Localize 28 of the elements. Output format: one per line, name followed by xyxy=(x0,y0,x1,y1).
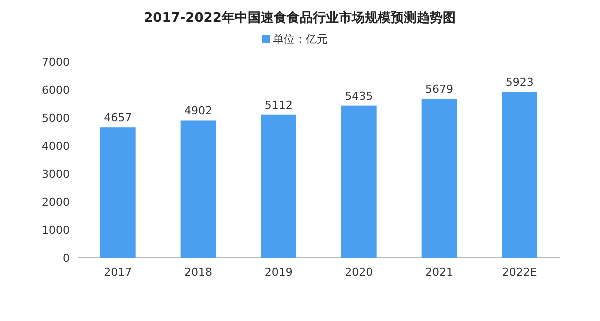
y-tick-label: 6000 xyxy=(42,84,70,97)
bar xyxy=(261,114,297,258)
data-label: 4902 xyxy=(184,104,212,118)
data-label: 4657 xyxy=(104,112,132,125)
chart-title: 2017-2022年中国速食食品行业市场规模预测趋势图 xyxy=(144,10,456,26)
bar xyxy=(502,92,538,258)
y-tick-label: 5000 xyxy=(42,112,70,125)
y-tick-label: 2000 xyxy=(42,196,70,209)
bar xyxy=(100,128,136,258)
x-tick-label: 2020 xyxy=(345,266,374,279)
data-label: 5923 xyxy=(506,76,534,90)
x-tick-label: 2017 xyxy=(104,266,132,279)
bar xyxy=(341,106,377,258)
x-tick-label: 2021 xyxy=(426,266,454,279)
bar xyxy=(180,120,216,258)
y-tick-label: 4000 xyxy=(42,140,70,153)
data-label: 5679 xyxy=(426,82,454,96)
y-tick-label: 7000 xyxy=(42,56,70,69)
bar xyxy=(422,98,458,258)
x-tick-label: 2022E xyxy=(502,266,538,279)
legend-label: 单位：亿元 xyxy=(273,33,328,46)
x-tick-label: 2019 xyxy=(264,266,293,279)
y-tick-label: 1000 xyxy=(42,224,70,237)
y-tick-label: 0 xyxy=(63,252,70,265)
x-tick-label: 2018 xyxy=(184,266,212,279)
y-tick-label: 3000 xyxy=(42,168,70,181)
data-label: 5435 xyxy=(345,90,374,103)
data-label: 5112 xyxy=(264,98,293,112)
